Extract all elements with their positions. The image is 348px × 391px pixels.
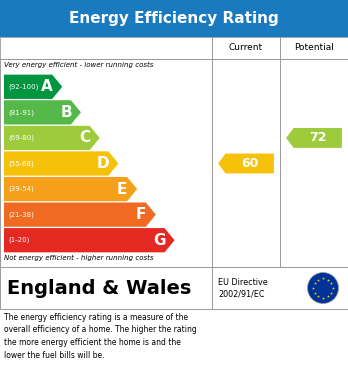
Polygon shape [4, 75, 62, 99]
Circle shape [308, 273, 339, 303]
Text: Potential: Potential [294, 43, 334, 52]
Bar [0, 0, 348, 37]
Text: (55-68): (55-68) [8, 160, 34, 167]
Polygon shape [4, 100, 81, 124]
Text: EU Directive
2002/91/EC: EU Directive 2002/91/EC [218, 278, 268, 298]
Polygon shape [4, 228, 175, 252]
Text: G: G [153, 233, 166, 248]
Text: (81-91): (81-91) [8, 109, 34, 116]
Text: The energy efficiency rating is a measure of the
overall efficiency of a home. T: The energy efficiency rating is a measur… [4, 313, 197, 359]
Text: (1-20): (1-20) [8, 237, 29, 244]
Text: C: C [79, 131, 90, 145]
Text: Very energy efficient - lower running costs: Very energy efficient - lower running co… [4, 61, 153, 68]
Text: D: D [97, 156, 110, 171]
Text: (92-100): (92-100) [8, 84, 38, 90]
Polygon shape [4, 203, 156, 227]
Text: (39-54): (39-54) [8, 186, 34, 192]
Text: F: F [136, 207, 146, 222]
Text: (21-38): (21-38) [8, 212, 34, 218]
Text: 60: 60 [241, 157, 259, 170]
Text: England & Wales: England & Wales [7, 278, 191, 298]
Polygon shape [4, 126, 100, 150]
Text: A: A [41, 79, 53, 94]
Bar [0, 37, 348, 267]
Text: E: E [117, 181, 127, 197]
Bar [0, 37, 348, 59]
Polygon shape [218, 154, 274, 174]
Text: 72: 72 [309, 131, 326, 144]
Text: Not energy efficient - higher running costs: Not energy efficient - higher running co… [4, 255, 153, 261]
Bar [0, 267, 348, 309]
Text: (69-80): (69-80) [8, 135, 34, 141]
Text: Current: Current [229, 43, 263, 52]
Text: Energy Efficiency Rating: Energy Efficiency Rating [69, 11, 279, 26]
Polygon shape [4, 177, 137, 201]
Polygon shape [286, 128, 342, 148]
Text: B: B [60, 105, 72, 120]
Polygon shape [4, 151, 118, 176]
